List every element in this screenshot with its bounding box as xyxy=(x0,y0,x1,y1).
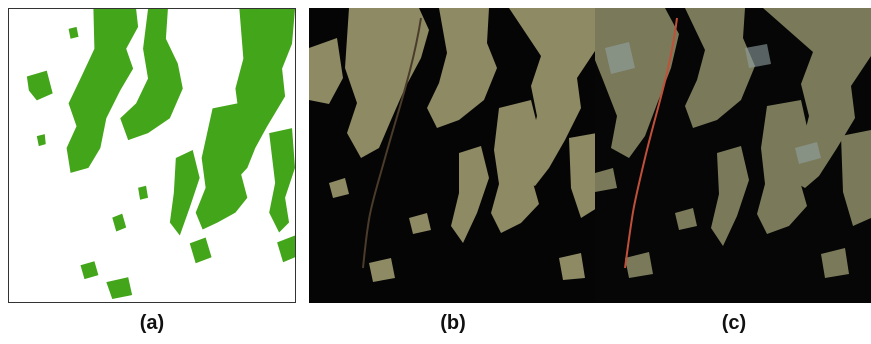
panel-b-caption: (b) xyxy=(440,312,466,334)
panel-a-map-svg xyxy=(26,9,295,300)
panel-c-caption: (c) xyxy=(721,312,747,334)
panel-c-satellite-extraction xyxy=(595,8,871,303)
panel-a-classification-map xyxy=(8,8,296,303)
panel-c-regions xyxy=(595,8,871,278)
panel-b-river xyxy=(362,17,422,269)
panel-c-river xyxy=(624,17,678,269)
panel-c-grey-regions xyxy=(605,42,821,164)
panel-b-regions xyxy=(309,8,597,282)
panel-a-caption: (a) xyxy=(139,312,165,334)
panel-b-satellite-extraction xyxy=(309,8,597,303)
panel-c-map-svg xyxy=(595,8,871,278)
panel-b-map-svg xyxy=(309,8,597,282)
panel-a-regions xyxy=(26,9,295,300)
